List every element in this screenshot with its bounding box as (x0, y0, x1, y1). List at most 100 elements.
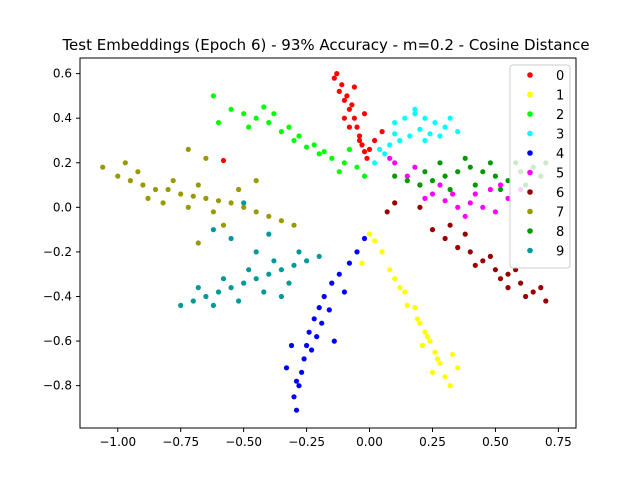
point-series-3 (447, 115, 453, 121)
point-series-8 (462, 155, 468, 161)
point-series-2 (278, 129, 284, 135)
point-series-4 (331, 338, 337, 344)
point-series-1 (455, 365, 461, 371)
point-series-9 (278, 267, 284, 273)
point-series-7 (266, 213, 272, 219)
point-series-2 (296, 133, 302, 139)
point-series-5 (429, 191, 436, 197)
point-series-3 (422, 115, 428, 121)
point-series-0 (361, 149, 368, 155)
point-series-5 (487, 186, 493, 193)
point-series-7 (135, 169, 141, 175)
point-series-4 (346, 260, 352, 266)
point-series-2 (271, 111, 277, 117)
legend-marker-4 (527, 150, 533, 156)
point-series-4 (291, 394, 297, 400)
point-series-2 (329, 155, 335, 161)
legend-label-7: 7 (556, 206, 564, 221)
y-tick-label: −0.6 (43, 334, 72, 348)
point-series-1 (437, 360, 443, 366)
point-series-3 (392, 120, 398, 126)
point-series-3 (382, 151, 388, 157)
legend-label-1: 1 (556, 89, 564, 104)
point-series-3 (407, 133, 413, 139)
point-series-3 (432, 120, 438, 126)
y-tick-label: −0.8 (43, 379, 72, 393)
point-series-9 (291, 262, 297, 268)
point-series-7 (241, 204, 247, 210)
point-series-4 (361, 235, 368, 242)
point-series-9 (253, 276, 259, 282)
point-series-0 (356, 137, 363, 144)
point-series-7 (278, 218, 284, 224)
point-series-1 (424, 334, 431, 340)
point-series-3 (392, 131, 398, 137)
point-series-0 (349, 102, 355, 108)
x-axis: −1.00 −0.75 −0.50 −0.25 0.00 0.25 0.50 0.75 (99, 428, 572, 449)
point-series-2 (241, 111, 247, 117)
point-series-0 (361, 111, 368, 117)
point-series-9 (261, 289, 267, 295)
point-series-8 (417, 182, 423, 188)
point-series-1 (379, 249, 385, 255)
point-series-3 (397, 137, 403, 144)
point-series-6 (384, 209, 390, 215)
legend-marker-1 (527, 91, 533, 98)
point-series-7 (190, 193, 196, 199)
point-series-5 (480, 204, 486, 210)
point-series-2 (246, 124, 252, 130)
point-series-9 (278, 293, 284, 300)
point-series-3 (377, 146, 383, 152)
point-series-6 (392, 200, 398, 206)
legend-marker-9 (527, 247, 533, 254)
point-series-0 (359, 142, 365, 148)
point-series-2 (261, 104, 267, 110)
point-series-6 (417, 204, 423, 210)
point-series-9 (316, 253, 322, 259)
point-series-4 (293, 407, 300, 413)
point-series-9 (241, 200, 247, 206)
point-series-9 (266, 231, 272, 237)
point-series-1 (366, 231, 373, 237)
point-series-1 (447, 383, 453, 389)
point-series-7 (140, 182, 146, 188)
point-series-8 (505, 178, 511, 184)
point-series-3 (387, 142, 393, 148)
point-series-0 (334, 71, 340, 77)
point-series-2 (304, 144, 310, 150)
legend-label-3: 3 (556, 128, 564, 143)
legend-label-8: 8 (556, 225, 564, 240)
point-series-3 (427, 131, 433, 137)
point-series-0 (220, 157, 227, 164)
point-series-7 (178, 191, 184, 197)
legend: 0 1 2 3 4 5 6 7 8 9 (509, 64, 571, 269)
point-series-7 (127, 178, 133, 184)
point-series-9 (246, 267, 252, 273)
x-tick-label: −0.75 (162, 435, 199, 449)
point-series-2 (215, 120, 222, 126)
point-series-0 (331, 75, 337, 81)
point-series-9 (286, 280, 292, 286)
point-series-1 (404, 302, 410, 308)
point-series-1 (419, 342, 425, 349)
point-series-2 (286, 124, 292, 130)
point-series-1 (422, 329, 428, 335)
point-series-5 (392, 160, 398, 166)
legend-box (509, 64, 571, 269)
point-series-9 (190, 298, 196, 304)
x-tick-label: 0.50 (482, 435, 509, 449)
y-tick-label: −0.2 (43, 245, 72, 259)
point-series-7 (152, 186, 159, 193)
point-series-6 (523, 293, 529, 300)
point-series-4 (311, 316, 317, 322)
point-series-5 (412, 164, 418, 170)
point-series-7 (253, 209, 259, 215)
point-series-2 (210, 93, 216, 99)
point-series-3 (412, 106, 418, 112)
point-series-6 (492, 267, 498, 273)
point-series-9 (178, 302, 184, 308)
legend-label-4: 4 (556, 147, 564, 162)
point-series-4 (301, 356, 307, 362)
point-series-5 (387, 155, 393, 161)
point-series-7 (145, 195, 151, 201)
